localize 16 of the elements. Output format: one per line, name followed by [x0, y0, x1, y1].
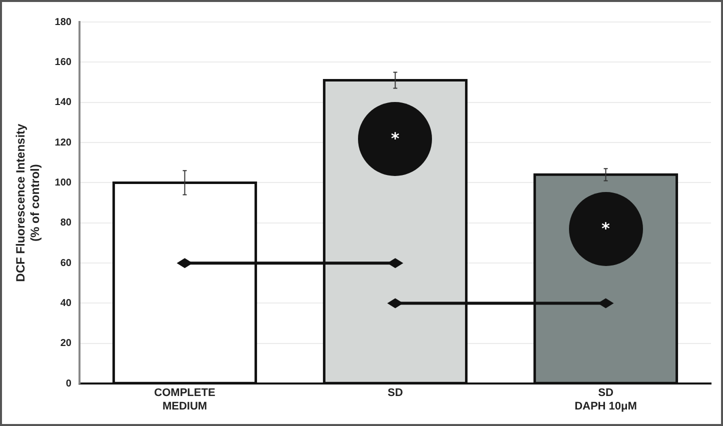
y-tick-label: 40 — [60, 298, 72, 309]
y-tick-label: 100 — [54, 177, 72, 188]
y-tick-label: 120 — [54, 137, 72, 148]
x-tick-label: COMPLETE MEDIUM — [154, 387, 216, 412]
annotation: * — [391, 129, 400, 148]
y-tick-label: 140 — [54, 97, 72, 108]
y-tick-label: 80 — [60, 218, 72, 229]
y-axis-title: DCF Fluorescence Intensity (% of control) — [14, 123, 42, 282]
y-tick-label: 160 — [54, 56, 72, 68]
y-tick-label: 20 — [60, 338, 72, 350]
y-tick-label: 0 — [66, 378, 72, 390]
x-tick-label: SD — [388, 387, 403, 400]
annotation: * — [602, 219, 610, 238]
y-tick-label: 60 — [60, 258, 72, 269]
x-tick-label: SD DAPH 10μM — [574, 387, 637, 412]
y-tick-label: 180 — [54, 16, 72, 28]
